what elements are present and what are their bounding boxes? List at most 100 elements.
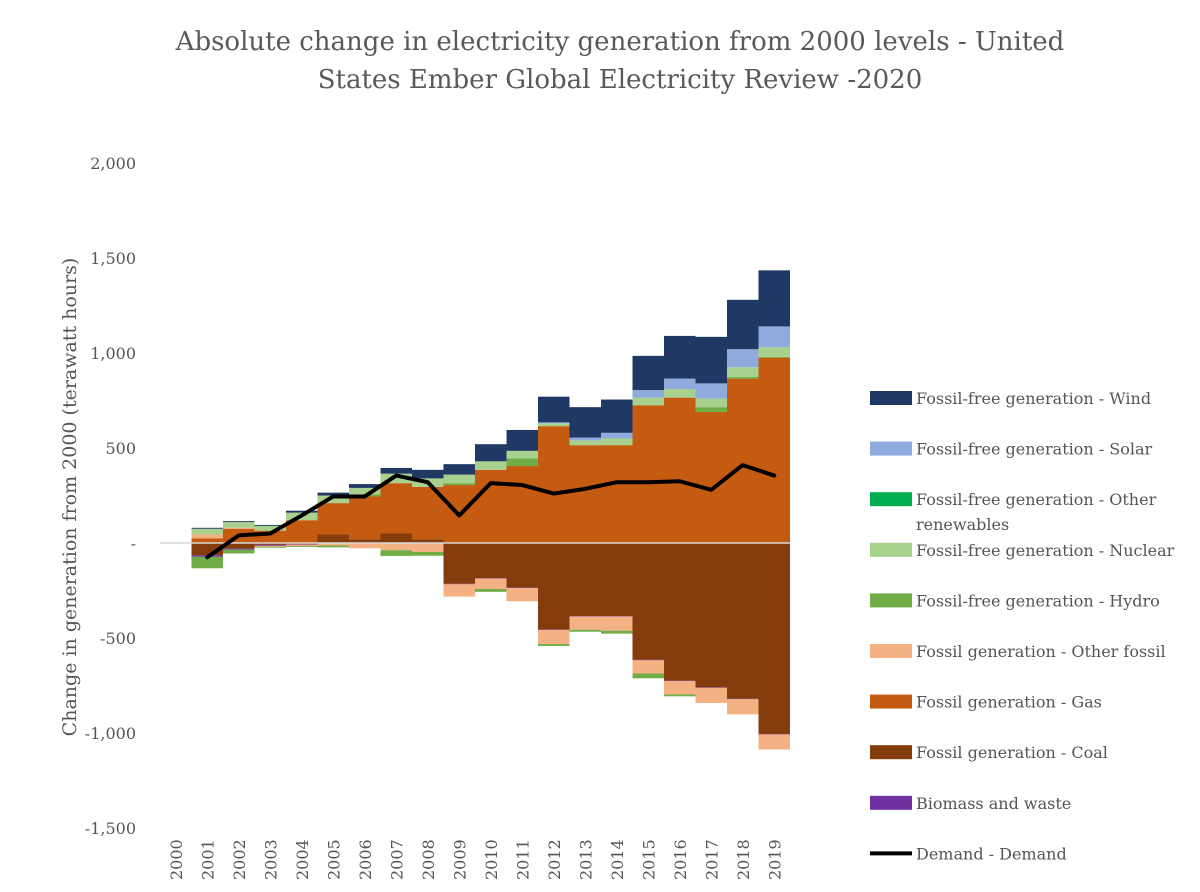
bar-segment (538, 543, 570, 630)
bar-segment (664, 543, 696, 681)
bar-segment (569, 543, 601, 617)
bar-segment (632, 659, 664, 661)
y-tick-label: 2,000 (90, 154, 136, 173)
bar-segment (412, 551, 444, 556)
bar-segment (601, 438, 633, 446)
bar-segment (632, 390, 664, 398)
bar-segment (695, 543, 727, 688)
x-tick-label: 2009 (450, 839, 469, 880)
bar-segment (443, 483, 475, 486)
y-tick-label: 500 (105, 439, 136, 458)
legend-label: Fossil-free generation - Nuclear (916, 541, 1175, 560)
bar-segment (380, 473, 412, 484)
x-tick-label: 2000 (167, 839, 186, 880)
x-tick-label: 2015 (639, 839, 658, 880)
bar-segment (727, 349, 759, 368)
bar-segment (380, 533, 412, 543)
bar-segment (286, 520, 318, 543)
bar-segment (223, 549, 255, 554)
bar-segment (632, 405, 664, 543)
bar-segment (758, 733, 790, 735)
bar-segment (695, 407, 727, 412)
bar-segment (475, 469, 507, 543)
bar-segment (601, 445, 633, 543)
bar-segment (601, 543, 633, 617)
y-tick-label: -500 (100, 629, 136, 648)
bar-segment (506, 543, 538, 588)
bar-segment (475, 543, 507, 579)
bar-segment (254, 543, 286, 545)
bar-segment (475, 578, 507, 579)
bar-segment (443, 583, 475, 585)
legend-color-swatch (870, 492, 912, 507)
legend-label: Fossil-free generation - Hydro (916, 591, 1160, 610)
legend-label: Biomass and waste (916, 794, 1071, 813)
bar-segment (758, 270, 790, 327)
bar-segment (727, 699, 759, 715)
bar-segment (475, 588, 507, 592)
bar-segment (758, 357, 790, 543)
y-tick-label: 1,000 (90, 344, 136, 363)
bar-segment (695, 411, 727, 543)
legend-color-swatch (870, 391, 912, 405)
bar-segment (286, 543, 318, 545)
bar-segment (223, 527, 255, 529)
y-tick-label: -1,000 (85, 724, 136, 743)
bar-segment (506, 450, 538, 459)
legend: Fossil-free generation - Wind Fossil-free… (870, 389, 1175, 863)
x-tick-label: 2001 (198, 839, 217, 880)
legend-color-swatch (870, 441, 912, 456)
bars (191, 270, 790, 750)
bar-segment (254, 525, 286, 531)
bar-segment (758, 734, 790, 750)
bar-segment (664, 335, 696, 379)
bar-segment (538, 396, 570, 423)
bar-segment (727, 367, 759, 377)
chart-title-line-1: Absolute change in electricity generatio… (175, 27, 1065, 57)
bar-segment (538, 422, 570, 424)
bar-segment (569, 445, 601, 543)
x-tick-label: 2017 (702, 839, 721, 880)
x-tick-label: 2013 (576, 839, 595, 880)
bar-segment (475, 461, 507, 470)
bar-segment (254, 524, 286, 526)
chart-title-line-2: States Ember Global Electricity Review -… (318, 65, 923, 95)
bar-segment (664, 378, 696, 390)
bar-segment (443, 464, 475, 475)
demand-series-line (205, 463, 777, 560)
bar-segment (349, 496, 381, 540)
bar-segment (695, 336, 727, 384)
bar-segment (601, 616, 633, 617)
bar-segment (695, 687, 727, 688)
bar-segment (506, 466, 538, 543)
bar-segment (758, 326, 790, 348)
x-tick-label: 2019 (765, 839, 784, 880)
bar-segment (695, 383, 727, 399)
bar-segment (317, 492, 349, 496)
y-tick-label: 1,500 (90, 249, 136, 268)
legend-color-swatch (870, 644, 912, 658)
bar-segment (286, 510, 318, 513)
bar-segment (727, 698, 759, 700)
legend-label: Fossil-free generation - Wind (916, 389, 1151, 408)
bar-segment (506, 429, 538, 451)
bar-segment (317, 495, 349, 504)
bar-segment (569, 440, 601, 446)
bar-segment (412, 469, 444, 479)
bar-segment (506, 587, 538, 589)
bar-segment (569, 407, 601, 438)
bar-segment (317, 543, 349, 546)
bar-segment (191, 527, 223, 529)
bar-segment (632, 660, 664, 674)
bar-segment (758, 347, 790, 357)
bar-segment (443, 474, 475, 484)
bar-segment (538, 423, 570, 427)
bar-segment (695, 687, 727, 703)
x-tick-label: 2004 (293, 839, 312, 880)
legend-label: Demand - Demand (916, 844, 1067, 863)
legend-label: Fossil-free generation - Other renewables (916, 490, 1157, 534)
y-axis-ticks: 2,000 1,500 1,000 500 - -500 -1,000 -1,500 (85, 154, 136, 838)
bar-segment (223, 548, 255, 550)
bar-segment (475, 444, 507, 462)
